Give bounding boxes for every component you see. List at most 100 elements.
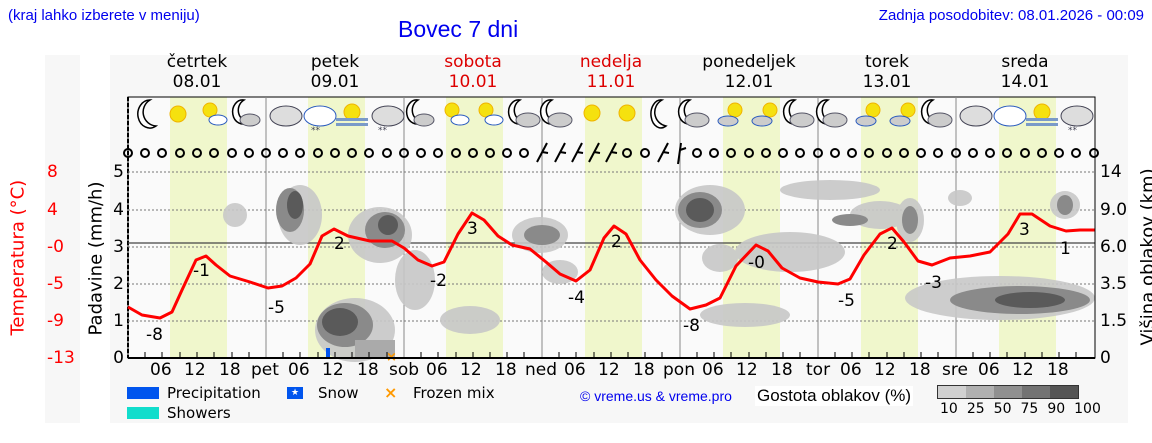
svg-text:**: ** (378, 126, 388, 136)
snow-legend-label: Snow (318, 384, 359, 402)
x-tick: pet (251, 360, 279, 380)
svg-text:2: 2 (611, 232, 622, 252)
cloud-height-tick: 0 (1100, 348, 1111, 368)
svg-text:-2: -2 (430, 271, 447, 291)
temp-tick: 4 (47, 200, 58, 220)
svg-text:1: 1 (1060, 239, 1071, 259)
svg-text:-0: -0 (748, 253, 765, 273)
sun-icon (583, 104, 601, 122)
cloud-height-tick: 1.5 (1100, 311, 1128, 331)
sun-fog-icon (343, 103, 361, 121)
x-tick: 06 (978, 360, 1000, 380)
day-header-thu: četrtek 08.01 (166, 52, 228, 92)
x-tick: 06 (426, 360, 448, 380)
cloud-density-ticks: 10 25 50 75 90 100 (940, 401, 1101, 417)
svg-text:-1: -1 (193, 261, 210, 281)
day-header-fri: petek 09.01 (310, 52, 360, 92)
sun-cloud-icon (727, 102, 743, 118)
cloud-icon (993, 105, 1027, 127)
sun-cloud-icon (762, 102, 778, 118)
x-tick: 12 (598, 360, 620, 380)
x-tick: 18 (909, 360, 931, 380)
temp-tick: -0 (47, 237, 64, 257)
x-tick: 18 (771, 360, 793, 380)
frozen-mix-icon: × (384, 383, 398, 402)
cloud-height-tick: 6.0 (1100, 237, 1128, 257)
cloud-snow-icon (303, 105, 337, 127)
svg-text:-8: -8 (683, 316, 700, 336)
precipitation-swatch (127, 387, 159, 399)
svg-text:-4: -4 (568, 288, 585, 308)
svg-text:-5: -5 (838, 291, 855, 311)
moon-icon (650, 99, 668, 129)
cloud-height-tick: 9.0 (1100, 200, 1128, 220)
svg-text:-8: -8 (146, 325, 163, 345)
x-tick: 18 (495, 360, 517, 380)
wind-row (123, 142, 1099, 165)
x-tick: 12 (736, 360, 758, 380)
sun-cloud-icon (900, 102, 916, 118)
cloud-density-scale (937, 385, 1079, 399)
x-tick: 12 (460, 360, 482, 380)
x-tick: 06 (564, 360, 586, 380)
sun-icon (169, 105, 187, 123)
precip-tick: 1 (113, 311, 124, 331)
location-menu-hint[interactable]: (kraj lahko izberete v meniju) (8, 7, 200, 24)
x-tick: 06 (702, 360, 724, 380)
temp-extreme-labels: -8 -1 -5 2 -2 3 -4 2 -8 -0 -5 2 -3 3 1 (146, 219, 1071, 345)
temperature-line (127, 211, 1095, 320)
x-tick: tor (806, 360, 831, 380)
cloud-snow-icon (1060, 105, 1094, 127)
snow-marker (326, 348, 330, 358)
x-tick: 18 (1047, 360, 1069, 380)
svg-text:-5: -5 (268, 298, 285, 318)
x-tick: pon (663, 360, 695, 380)
cloud-icon (959, 105, 993, 127)
weather-icons-row: ** ** (137, 99, 1094, 136)
x-tick: 06 (840, 360, 862, 380)
x-tick: 18 (219, 360, 241, 380)
page-title: Bovec 7 dni (398, 16, 519, 42)
x-tick: 12 (184, 360, 206, 380)
temp-tick: 8 (47, 162, 58, 182)
day-header-tue: torek 13.01 (862, 52, 912, 92)
x-tick: sre (942, 360, 968, 380)
svg-text:2: 2 (334, 234, 345, 254)
svg-text:-3: -3 (925, 273, 942, 293)
sun-cloud-icon (865, 102, 881, 118)
cloud-density-label: Gostota oblakov (%) (755, 386, 914, 406)
sun-fog-icon (1033, 103, 1051, 121)
copyright-link[interactable]: © vreme.us & vreme.pro (580, 388, 732, 404)
day-header-wed: sreda 14.01 (1000, 52, 1050, 92)
day-header-sun: nedelja 11.01 (579, 52, 643, 92)
x-tick: 06 (150, 360, 172, 380)
x-tick: ned (525, 360, 558, 380)
svg-text:3: 3 (1019, 220, 1030, 240)
x-tick: 12 (322, 360, 344, 380)
cloud-height-tick: 3.5 (1100, 274, 1128, 294)
showers-legend-label: Showers (167, 404, 231, 422)
cloud-icon (269, 105, 303, 127)
x-tick: 18 (633, 360, 655, 380)
temp-tick: -9 (47, 311, 64, 331)
svg-text:3: 3 (467, 219, 478, 239)
temperature-axis-label: Temperatura (°C) (7, 179, 29, 336)
temp-tick: -5 (47, 274, 64, 294)
precip-tick: 4 (113, 200, 124, 220)
precip-tick: 2 (113, 274, 124, 294)
precip-tick: 5 (113, 162, 124, 182)
snow-icon: ★ (287, 387, 303, 399)
cloud-density-layer (223, 180, 1095, 362)
svg-text:2: 2 (887, 234, 898, 254)
cloud-height-tick: 14 (1100, 162, 1122, 182)
svg-text:**: ** (1068, 126, 1078, 136)
day-header-mon: ponedeljek 12.01 (702, 52, 796, 92)
x-tick: sob (389, 360, 420, 380)
cloud-height-axis-label: Višina oblakov (km) (1137, 168, 1152, 346)
x-tick: 12 (874, 360, 896, 380)
temp-tick: -13 (47, 348, 75, 368)
showers-swatch (127, 407, 159, 419)
precip-tick: 3 (113, 237, 124, 257)
x-tick: 06 (288, 360, 310, 380)
